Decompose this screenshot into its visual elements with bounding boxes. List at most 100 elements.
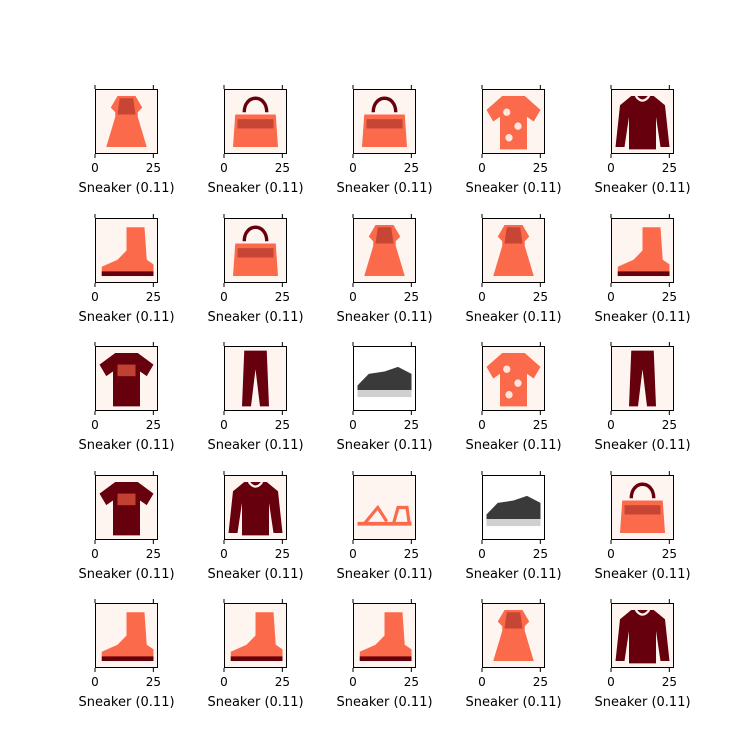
x-tick-label: 0 bbox=[607, 675, 615, 689]
subplot-panel: 0 25 Sneaker (0.11) bbox=[594, 599, 691, 710]
axes-frame bbox=[95, 218, 158, 283]
panel-caption: Sneaker (0.11) bbox=[336, 438, 432, 453]
x-tick-label: 25 bbox=[146, 675, 161, 689]
subplot-panel: 0 25 Sneaker (0.11) bbox=[78, 342, 175, 453]
subplot-panel: 0 25 Sneaker (0.11) bbox=[594, 214, 691, 325]
x-tick-label: 0 bbox=[478, 290, 486, 304]
x-tick-label: 25 bbox=[404, 290, 419, 304]
x-tick-label: 0 bbox=[607, 547, 615, 561]
axes-frame bbox=[95, 475, 158, 540]
x-tick-label: 0 bbox=[349, 161, 357, 175]
sneaker-icon bbox=[357, 366, 412, 398]
tshirt-icon bbox=[99, 352, 154, 407]
axes-frame bbox=[353, 603, 416, 668]
panel-caption: Sneaker (0.11) bbox=[207, 438, 303, 453]
panel-caption: Sneaker (0.11) bbox=[594, 567, 690, 582]
ankle-boot-icon bbox=[101, 612, 154, 662]
x-tick-label: 25 bbox=[533, 290, 548, 304]
panel-caption: Sneaker (0.11) bbox=[465, 310, 561, 325]
subplot-panel: 0 25 Sneaker (0.11) bbox=[594, 342, 691, 453]
subplot-panel: 0 25 Sneaker (0.11) bbox=[207, 85, 304, 196]
panel-caption: Sneaker (0.11) bbox=[207, 695, 303, 710]
panel-caption: Sneaker (0.11) bbox=[207, 567, 303, 582]
axes-frame bbox=[611, 475, 674, 540]
axes-frame bbox=[224, 346, 287, 411]
subplot-panel: 0 25 Sneaker (0.11) bbox=[207, 599, 304, 710]
axes-frame bbox=[611, 346, 674, 411]
bag-icon bbox=[233, 225, 278, 277]
subplot-panel: 0 25 Sneaker (0.11) bbox=[465, 214, 562, 325]
subplot-panel: 0 25 Sneaker (0.11) bbox=[207, 342, 304, 453]
panel-caption: Sneaker (0.11) bbox=[594, 181, 690, 196]
ankle-boot-icon bbox=[230, 612, 283, 662]
panel-caption: Sneaker (0.11) bbox=[465, 695, 561, 710]
x-tick-label: 25 bbox=[662, 675, 677, 689]
x-tick-label: 25 bbox=[146, 290, 161, 304]
x-tick-label: 0 bbox=[91, 675, 99, 689]
x-tick-label: 25 bbox=[662, 161, 677, 175]
dress-icon bbox=[364, 224, 405, 277]
axes-frame bbox=[224, 218, 287, 283]
tshirt-icon bbox=[99, 481, 154, 536]
trouser-icon bbox=[629, 350, 656, 407]
subplot-panel: 0 25 Sneaker (0.11) bbox=[594, 85, 691, 196]
panel-caption: Sneaker (0.11) bbox=[594, 695, 690, 710]
subplot-panel: 0 25 Sneaker (0.11) bbox=[78, 471, 175, 582]
shirt-icon bbox=[486, 352, 541, 407]
axes-frame bbox=[95, 89, 158, 154]
bag-icon bbox=[620, 482, 665, 534]
dress-icon bbox=[493, 609, 534, 662]
trouser-icon bbox=[242, 350, 269, 407]
axes-frame bbox=[353, 475, 416, 540]
subplot-panel: 0 25 Sneaker (0.11) bbox=[336, 85, 433, 196]
panel-caption: Sneaker (0.11) bbox=[336, 181, 432, 196]
ankle-boot-icon bbox=[617, 227, 670, 277]
x-tick-label: 25 bbox=[275, 547, 290, 561]
sandal-icon bbox=[357, 504, 412, 526]
x-tick-label: 25 bbox=[146, 418, 161, 432]
panel-caption: Sneaker (0.11) bbox=[594, 310, 690, 325]
subplot-panel: 0 25 Sneaker (0.11) bbox=[336, 214, 433, 325]
x-tick-label: 0 bbox=[607, 418, 615, 432]
x-tick-label: 0 bbox=[220, 675, 228, 689]
ankle-boot-icon bbox=[359, 612, 412, 662]
x-tick-label: 0 bbox=[349, 418, 357, 432]
x-tick-label: 25 bbox=[404, 418, 419, 432]
subplot-panel: 0 25 Sneaker (0.11) bbox=[465, 471, 562, 582]
x-tick-label: 25 bbox=[662, 290, 677, 304]
subplot-panel: 0 25 Sneaker (0.11) bbox=[336, 599, 433, 710]
panel-caption: Sneaker (0.11) bbox=[78, 695, 174, 710]
ankle-boot-icon bbox=[101, 227, 154, 277]
axes-frame bbox=[224, 475, 287, 540]
x-tick-label: 0 bbox=[349, 675, 357, 689]
panel-caption: Sneaker (0.11) bbox=[465, 438, 561, 453]
x-tick-label: 0 bbox=[478, 547, 486, 561]
pullover-icon bbox=[615, 95, 670, 150]
x-tick-label: 25 bbox=[533, 418, 548, 432]
x-tick-label: 0 bbox=[607, 290, 615, 304]
x-tick-label: 25 bbox=[404, 161, 419, 175]
axes-frame bbox=[224, 89, 287, 154]
axes-frame bbox=[482, 475, 545, 540]
subplot-panel: 0 25 Sneaker (0.11) bbox=[207, 214, 304, 325]
x-tick-label: 0 bbox=[220, 290, 228, 304]
axes-frame bbox=[482, 346, 545, 411]
panel-caption: Sneaker (0.11) bbox=[207, 310, 303, 325]
x-tick-label: 25 bbox=[533, 675, 548, 689]
x-tick-label: 0 bbox=[478, 161, 486, 175]
axes-frame bbox=[95, 346, 158, 411]
x-tick-label: 25 bbox=[533, 547, 548, 561]
x-tick-label: 25 bbox=[662, 547, 677, 561]
axes-frame bbox=[353, 346, 416, 411]
subplot-panel: 0 25 Sneaker (0.11) bbox=[78, 599, 175, 710]
x-tick-label: 0 bbox=[478, 675, 486, 689]
panel-caption: Sneaker (0.11) bbox=[78, 310, 174, 325]
panel-caption: Sneaker (0.11) bbox=[465, 567, 561, 582]
x-tick-label: 0 bbox=[91, 418, 99, 432]
panel-caption: Sneaker (0.11) bbox=[336, 695, 432, 710]
subplot-panel: 0 25 Sneaker (0.11) bbox=[78, 214, 175, 325]
pullover-icon bbox=[615, 609, 670, 664]
panel-caption: Sneaker (0.11) bbox=[336, 310, 432, 325]
dress-icon bbox=[493, 224, 534, 277]
